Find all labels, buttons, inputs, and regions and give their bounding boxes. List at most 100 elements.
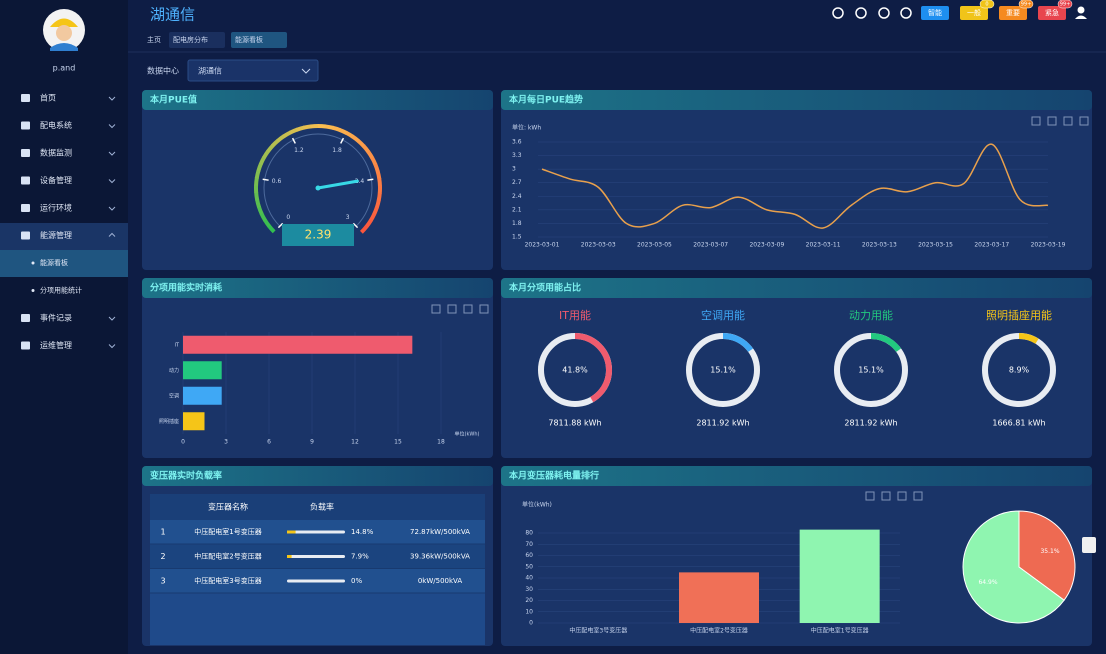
toolbar-icon[interactable] xyxy=(900,7,912,19)
y-tick-label: 空调 xyxy=(169,392,179,399)
gauge-value: 2.39 xyxy=(305,228,332,242)
badge-label: 99+ xyxy=(1021,2,1032,8)
chart-tool[interactable] xyxy=(463,304,473,314)
filter-value[interactable]: 湖通信 xyxy=(198,66,222,76)
bar xyxy=(183,412,205,431)
y-tick-label: 0 xyxy=(529,620,533,627)
alert-button[interactable] xyxy=(999,6,1027,20)
x-tick-label: 中压配电室2号变压器 xyxy=(690,627,748,635)
tab[interactable] xyxy=(169,32,225,48)
chart-tool[interactable] xyxy=(913,491,923,501)
chart-tool[interactable] xyxy=(897,491,907,501)
gauge-band xyxy=(317,124,327,129)
gauge-band xyxy=(375,170,382,180)
submenu-dot xyxy=(31,261,35,265)
gauge-band xyxy=(376,192,382,202)
gauge-band xyxy=(254,177,259,186)
alert-button-label[interactable]: 重要 xyxy=(1006,9,1020,17)
badge-label: 0 xyxy=(985,2,988,8)
alert-button-label[interactable]: 智能 xyxy=(928,8,942,17)
bar xyxy=(799,529,880,623)
panel-title: 变压器实时负载率 xyxy=(150,470,222,482)
panel xyxy=(142,90,493,270)
donut-amount: 2811.92 kWh xyxy=(844,419,897,428)
chart-tool[interactable] xyxy=(881,491,891,501)
badge xyxy=(1057,0,1073,9)
donut-arc xyxy=(1018,333,1039,344)
panel-title: 分项用能实时消耗 xyxy=(150,282,222,294)
submenu-dot xyxy=(31,289,35,292)
menu-chevron xyxy=(108,151,116,156)
chart-tool[interactable] xyxy=(1047,116,1057,126)
menu-item[interactable]: 数据监测 xyxy=(40,148,72,158)
alert-button[interactable] xyxy=(921,6,949,20)
chart-tool[interactable] xyxy=(431,304,441,314)
gauge-band xyxy=(254,170,261,179)
gauge-tick-label: 3 xyxy=(346,214,350,221)
submenu-item[interactable]: 分项用能统计 xyxy=(40,286,82,295)
menu-item[interactable]: 事件记录 xyxy=(40,313,72,323)
menu-icon xyxy=(21,231,30,240)
alert-button-label[interactable]: 紧急 xyxy=(1045,8,1059,17)
menu-item[interactable]: 配电系统 xyxy=(40,120,72,130)
chart-tool[interactable] xyxy=(1031,116,1041,126)
donut-title: 空调用能 xyxy=(701,308,745,322)
x-tick-label: 6 xyxy=(267,439,271,446)
filter-select[interactable] xyxy=(187,59,319,82)
badge-label: 99+ xyxy=(1060,2,1071,8)
menu-icon xyxy=(21,204,30,212)
filter-label: 数据中心 xyxy=(147,66,179,76)
y-tick-label: 1.8 xyxy=(512,220,522,227)
pie-label: 64.9% xyxy=(978,579,997,586)
menu-icon xyxy=(21,314,30,322)
menu-item[interactable]: 运维管理 xyxy=(40,340,72,350)
menu-item[interactable]: 运行环境 xyxy=(40,203,72,213)
donut-title: 照明插座用能 xyxy=(986,308,1052,322)
donut-label: 15.1% xyxy=(858,366,884,375)
panel-title: 本月PUE值 xyxy=(150,94,197,106)
table-cell: 14.8% xyxy=(351,528,374,536)
tab-label[interactable]: 配电房分布 xyxy=(173,35,208,44)
y-tick-label: 照明插座 xyxy=(159,418,179,425)
toolbar-icon[interactable] xyxy=(878,7,890,19)
toolbar-icon[interactable] xyxy=(855,7,867,19)
table-header-bg xyxy=(150,494,485,520)
user-icon[interactable] xyxy=(1075,15,1087,20)
submenu-item[interactable]: 能源看板 xyxy=(40,258,68,267)
gauge-band xyxy=(255,199,261,208)
tab-label[interactable]: 能源看板 xyxy=(235,35,263,44)
gauge-band xyxy=(377,177,382,187)
menu-item[interactable]: 能源管理 xyxy=(40,230,72,240)
side-button[interactable] xyxy=(1082,537,1096,553)
alert-button-label[interactable]: 一般 xyxy=(967,8,981,17)
user-icon[interactable] xyxy=(1077,6,1085,14)
table-cell: 1 xyxy=(160,528,165,537)
y-tick-label: 80 xyxy=(525,530,533,537)
tab-label[interactable]: 主页 xyxy=(147,35,161,44)
chart-tool[interactable] xyxy=(865,491,875,501)
y-tick-label: 40 xyxy=(525,575,533,582)
chart-tool[interactable] xyxy=(447,304,457,314)
menu-item[interactable]: 首页 xyxy=(40,93,56,103)
chart-tool[interactable] xyxy=(1079,116,1089,126)
menu-item[interactable]: 设备管理 xyxy=(40,175,72,185)
axis-title: 单位(kWh) xyxy=(455,431,480,438)
y-tick-label: 20 xyxy=(525,597,533,604)
pie-slice xyxy=(1018,510,1076,601)
chart-tool[interactable] xyxy=(1063,116,1073,126)
gauge-tick xyxy=(340,137,345,144)
toolbar-icon[interactable] xyxy=(832,7,844,19)
panel-title: 本月每日PUE趋势 xyxy=(509,94,583,106)
x-tick-label: 2023-03-19 xyxy=(1031,242,1066,249)
table-header: 变压器名称 xyxy=(208,502,248,512)
tab[interactable] xyxy=(231,32,287,48)
y-tick-label: 1.5 xyxy=(512,234,522,241)
chart-tool[interactable] xyxy=(479,304,489,314)
y-tick-label: 2.1 xyxy=(512,206,522,213)
load-track xyxy=(287,555,345,558)
alert-button[interactable] xyxy=(960,6,988,20)
alert-button[interactable] xyxy=(1038,6,1066,20)
table-cell: 2 xyxy=(160,552,165,561)
